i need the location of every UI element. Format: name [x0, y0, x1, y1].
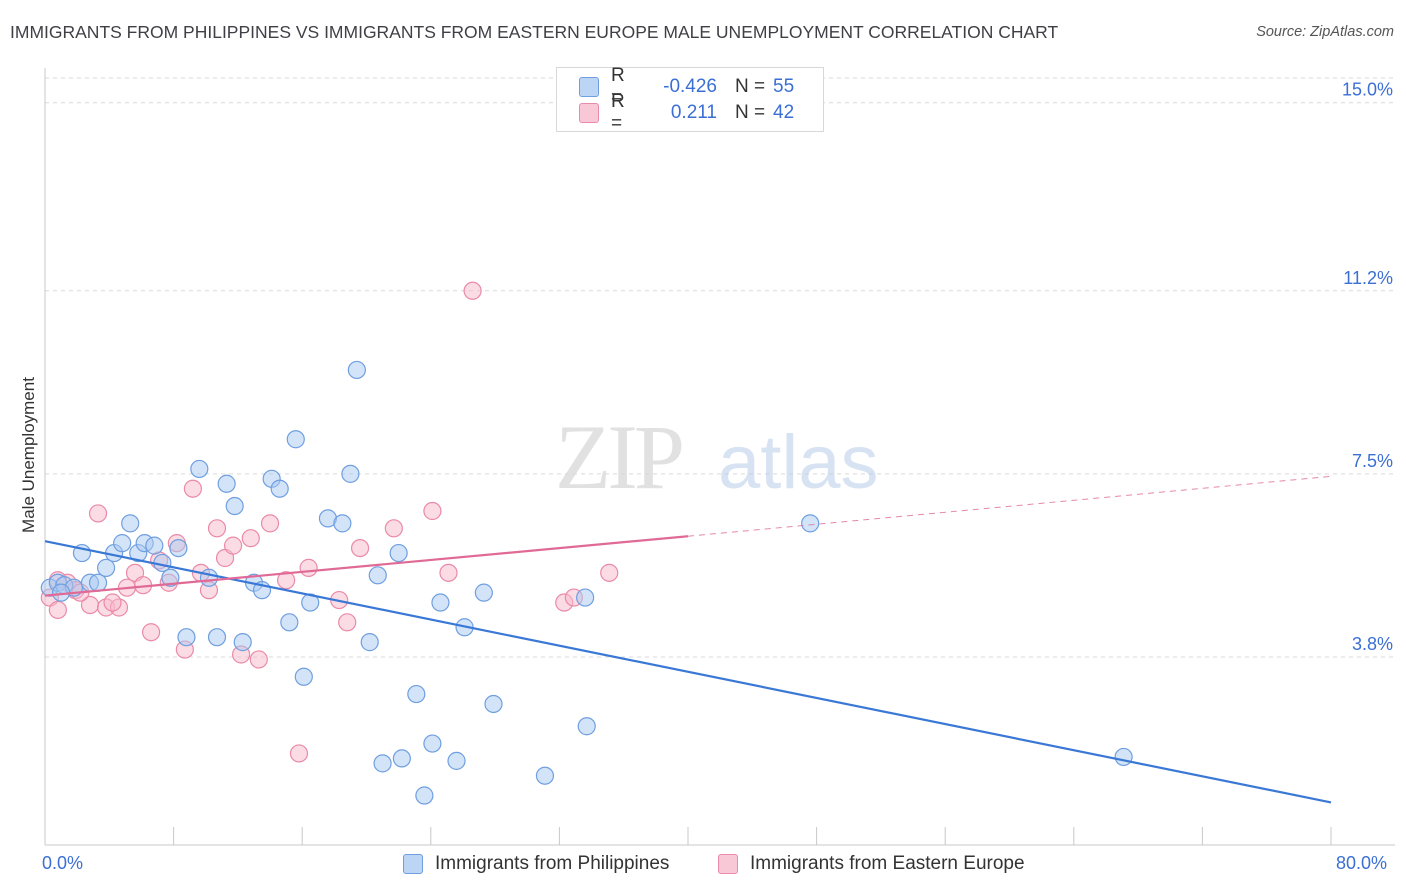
- philippines-point: [190, 459, 209, 479]
- r-label: R =: [611, 65, 625, 108]
- philippines-trend-line: [44, 540, 1332, 804]
- source-credit: Source: ZipAtlas.com: [1256, 24, 1394, 40]
- philippines-point: [368, 566, 387, 585]
- legend-item-eastern-europe: Immigrants from Eastern Europe: [718, 852, 1025, 876]
- trend-lines: [44, 475, 1332, 804]
- philippines-point: [333, 514, 352, 533]
- y-tick-label: 11.2%: [1343, 268, 1393, 288]
- philippines-point: [360, 633, 379, 652]
- eastern-europe-point: [260, 514, 280, 533]
- philippines-point: [447, 751, 466, 770]
- watermark: ZIP atlas: [555, 406, 879, 508]
- eastern-europe-point: [350, 538, 370, 558]
- eastern-europe-point: [223, 536, 243, 555]
- watermark-zip: ZIP: [555, 406, 682, 508]
- y-tick-label: 7.5%: [1352, 451, 1393, 471]
- eastern-europe-point: [48, 600, 67, 620]
- philippines-point: [347, 360, 366, 380]
- philippines-point: [341, 464, 360, 483]
- philippines-point: [431, 593, 450, 612]
- philippines-point: [88, 573, 108, 592]
- eastern-europe-point: [423, 501, 442, 521]
- philippines-point: [535, 766, 555, 785]
- pink-swatch: [579, 103, 599, 123]
- eastern-europe-point: [338, 613, 357, 632]
- philippines-point: [576, 588, 595, 607]
- philippines-points: [40, 360, 1133, 805]
- philippines-point: [474, 583, 493, 602]
- eastern-europe-point: [183, 479, 202, 498]
- eastern-europe-point: [600, 563, 619, 582]
- eastern-europe-point: [384, 519, 403, 538]
- philippines-point: [270, 479, 289, 498]
- blue-swatch: [403, 854, 423, 874]
- y-tick-labels: 3.8% 7.5% 11.2% 15.0%: [1342, 80, 1393, 654]
- philippines-point: [161, 568, 180, 587]
- philippines-point: [407, 684, 426, 704]
- eastern-europe-point: [299, 558, 318, 577]
- blue-swatch: [579, 77, 599, 97]
- philippines-point: [484, 694, 503, 714]
- watermark-atlas: atlas: [718, 420, 879, 505]
- n-value: 55: [773, 76, 795, 97]
- philippines-point: [577, 717, 596, 736]
- correlation-legend: R = -0.426 N = 55 R = 0.211 N = 42: [556, 65, 824, 134]
- grid-lines: [45, 77, 1395, 658]
- philippines-point: [233, 633, 252, 652]
- eastern-europe-point: [88, 504, 108, 523]
- legend-label-eastern-europe: Immigrants from Eastern Europe: [750, 853, 1025, 874]
- eastern-europe-point: [207, 519, 227, 538]
- eastern-europe-point: [463, 281, 482, 300]
- philippines-point: [121, 514, 140, 533]
- philippines-point: [423, 734, 442, 753]
- philippines-point: [113, 534, 132, 553]
- pink-swatch: [718, 854, 738, 874]
- eastern-europe-trend-extension: [687, 475, 1332, 537]
- eastern-europe-point: [277, 571, 296, 590]
- y-tick-label: 3.8%: [1352, 634, 1393, 654]
- philippines-point: [801, 514, 820, 533]
- philippines-point: [96, 558, 116, 577]
- r-label: R =: [611, 91, 625, 134]
- y-tick-label: 15.0%: [1342, 80, 1393, 100]
- philippines-point: [415, 786, 434, 805]
- philippines-point: [280, 613, 299, 632]
- axes: [44, 68, 1395, 846]
- x-tick-label-max: 80.0%: [1336, 853, 1388, 873]
- philippines-point: [177, 628, 196, 647]
- eastern-europe-point: [141, 623, 161, 642]
- n-label: N =: [735, 102, 766, 123]
- eastern-europe-point: [249, 650, 268, 669]
- legend-row-philippines: R = -0.426 N = 55: [579, 65, 795, 108]
- philippines-point: [225, 496, 244, 516]
- philippines-point: [207, 628, 227, 647]
- philippines-point: [199, 568, 219, 587]
- eastern-europe-point: [241, 529, 260, 548]
- legend-label-philippines: Immigrants from Philippines: [435, 853, 670, 874]
- eastern-europe-point: [103, 593, 122, 612]
- n-value: 42: [773, 102, 795, 123]
- philippines-point: [145, 536, 164, 555]
- philippines-point: [392, 749, 411, 768]
- philippines-point: [169, 538, 188, 558]
- philippines-point: [217, 474, 236, 493]
- chart-title: IMMIGRANTS FROM PHILIPPINES VS IMMIGRANT…: [10, 22, 1059, 42]
- philippines-point: [286, 430, 305, 449]
- n-label: N =: [735, 76, 766, 97]
- philippines-point: [1114, 747, 1133, 767]
- eastern-europe-point: [439, 563, 458, 582]
- philippines-point: [294, 667, 313, 686]
- eastern-europe-point: [289, 744, 309, 763]
- r-value: -0.426: [663, 76, 717, 97]
- philippines-point: [373, 754, 392, 773]
- philippines-point: [389, 543, 408, 563]
- legend-item-philippines: Immigrants from Philippines: [403, 852, 669, 876]
- legend-row-eastern-europe: R = 0.211 N = 42: [579, 91, 795, 134]
- r-value: 0.211: [670, 102, 717, 123]
- eastern-europe-trend-line: [44, 535, 689, 597]
- x-tick-label-min: 0.0%: [42, 853, 84, 873]
